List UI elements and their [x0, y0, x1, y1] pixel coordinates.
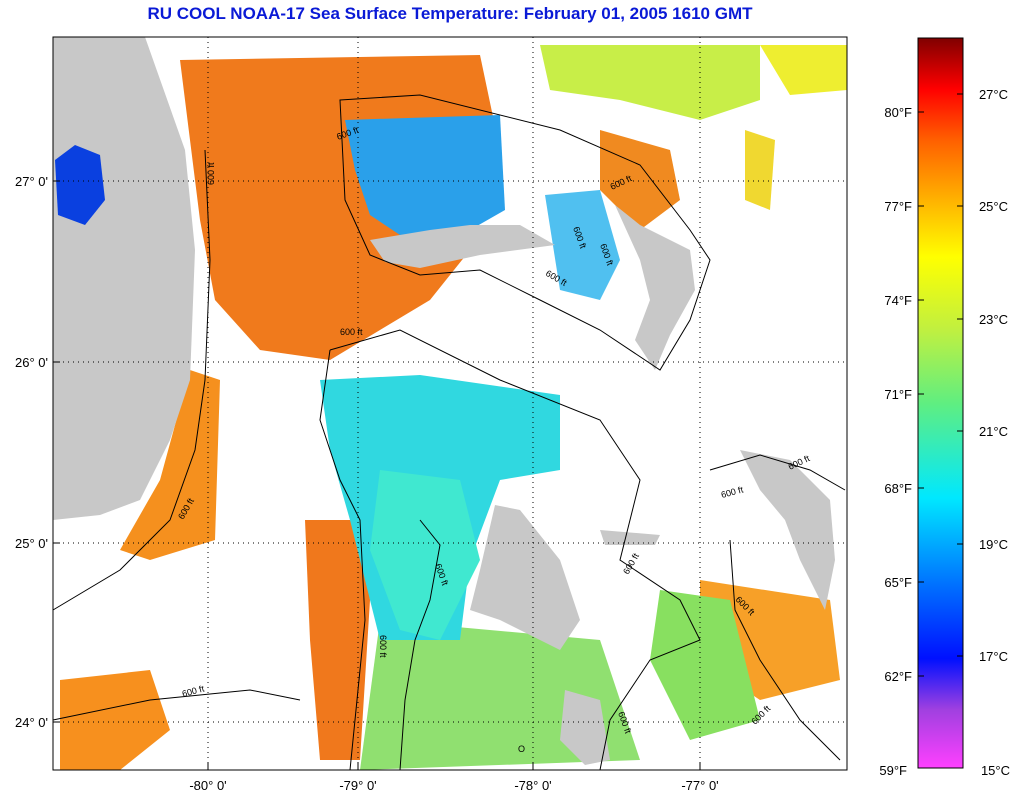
grand-bahama-land [370, 225, 555, 268]
colorbar-f-label: 77°F [884, 199, 912, 214]
colorbar-f-label: 74°F [884, 293, 912, 308]
colorbar-ticks [918, 93, 963, 677]
warm-water-southwest [60, 670, 170, 770]
depth-contours [52, 94, 846, 771]
colorbar-f-label: 68°F [884, 481, 912, 496]
map-frame [52, 36, 848, 771]
lon-tick-label: -78° 0' [514, 778, 551, 793]
axis-tick-marks [53, 180, 701, 770]
lon-tick-label: -80° 0' [189, 778, 226, 793]
lat-tick-label: 25° 0' [15, 536, 48, 551]
colorbar-c-label: 19°C [979, 537, 1008, 552]
graticule [53, 37, 847, 770]
warm-water-florida-current [305, 520, 370, 760]
colorbar-c-label: 23°C [979, 312, 1008, 327]
colorbar-c-label: 15°C [981, 763, 1010, 778]
contour-label: 600 ft [206, 162, 216, 185]
lat-tick-label: 26° 0' [15, 355, 48, 370]
contour-little-bahama-bank [339, 94, 711, 371]
lat-tick-label: 24° 0' [15, 715, 48, 730]
lon-tick-label: -77° 0' [681, 778, 718, 793]
map-extra-label: O [518, 744, 525, 754]
sst-field [53, 37, 847, 770]
cool-water-bank [370, 470, 480, 640]
green-water-southeast [650, 590, 760, 740]
colorbar-f-label: 65°F [884, 575, 912, 590]
map-title: RU COOL NOAA-17 Sea Surface Temperature:… [147, 4, 753, 23]
cold-water-bank-east [545, 190, 620, 300]
yellow-water-northeast [760, 45, 847, 95]
colorbar-f-label: 80°F [884, 105, 912, 120]
bank-land-small [600, 530, 660, 545]
abaco-land [615, 205, 695, 370]
andros-south-land [560, 690, 610, 765]
contour-exuma [709, 454, 846, 761]
colorbar-f-label: 62°F [884, 669, 912, 684]
andros-land [470, 505, 580, 650]
colorbar-c-label: 21°C [979, 424, 1008, 439]
contour-south-shelf [52, 689, 301, 721]
yellow-water-patch [745, 130, 775, 210]
contour-label: 600 ft [340, 327, 363, 337]
colorbar-c-label: 17°C [979, 649, 1008, 664]
colorbar-c-label: 25°C [979, 199, 1008, 214]
green-water-northeast [540, 45, 760, 120]
warm-water-coast [120, 370, 220, 560]
lon-tick-label: -79° 0' [339, 778, 376, 793]
colorbar-f-label: 71°F [884, 387, 912, 402]
contour-label: 600 ft [378, 635, 388, 658]
contour-florida-shelf [52, 149, 211, 611]
colorbar [917, 37, 964, 769]
colorbar-f-label: 59°F [879, 763, 907, 778]
warm-water-east [600, 130, 680, 230]
eleuthera-land [740, 450, 835, 610]
lake-okeechobee [55, 145, 105, 225]
contour-tongue-of-ocean [399, 519, 441, 771]
cold-water-bank-north [345, 115, 505, 235]
lat-tick-label: 27° 0' [15, 174, 48, 189]
colorbar-c-label: 27°C [979, 87, 1008, 102]
contour-great-bahama-bank [319, 329, 701, 771]
